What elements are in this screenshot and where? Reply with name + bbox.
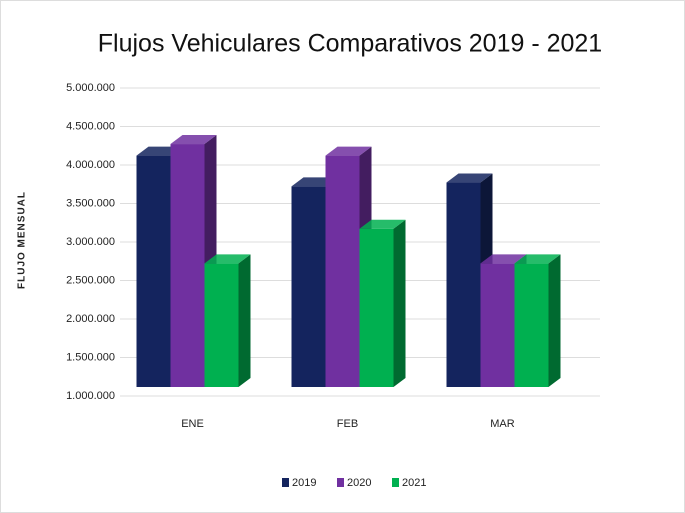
y-tick-label: 1.000.000 — [66, 390, 115, 402]
y-tick-label: 4.500.000 — [66, 120, 115, 132]
bar-top — [170, 135, 217, 145]
y-tick-label: 1.500.000 — [66, 351, 115, 363]
bar-top — [204, 254, 251, 264]
bar — [204, 263, 239, 387]
y-tick-label: 5.000.000 — [66, 82, 115, 94]
y-axis-label: FLUJO MENSUAL — [17, 191, 28, 289]
y-tick-label: 3.000.000 — [66, 236, 115, 248]
bar-top — [325, 146, 372, 156]
legend-swatch — [392, 478, 399, 487]
bar — [359, 228, 394, 387]
bar — [480, 263, 515, 387]
y-tick-label: 3.500.000 — [66, 197, 115, 209]
legend-swatch — [282, 478, 289, 487]
bar-top — [359, 219, 406, 229]
bar — [446, 182, 481, 387]
y-tick-label: 2.500.000 — [66, 274, 115, 286]
bar-side — [393, 219, 406, 387]
bar-top — [514, 254, 561, 264]
bar-top — [446, 173, 493, 183]
x-tick-label: FEB — [337, 418, 358, 430]
bar — [170, 144, 205, 387]
bar-side — [548, 254, 561, 387]
chart-title: Flujos Vehiculares Comparativos 2019 - 2… — [98, 30, 602, 58]
y-tick-label: 2.000.000 — [66, 313, 115, 325]
y-tick-label: 4.000.000 — [66, 159, 115, 171]
bar — [325, 155, 360, 387]
bar-side — [238, 254, 251, 387]
bar — [291, 186, 326, 387]
x-tick-label: ENE — [181, 418, 204, 430]
legend-label: 2021 — [402, 477, 426, 489]
legend-label: 2019 — [292, 477, 316, 489]
bar-top — [480, 254, 527, 264]
legend-label: 2020 — [347, 477, 371, 489]
x-tick-label: MAR — [490, 418, 515, 430]
bar — [136, 155, 171, 387]
legend-swatch — [337, 478, 344, 487]
bar — [514, 263, 549, 387]
